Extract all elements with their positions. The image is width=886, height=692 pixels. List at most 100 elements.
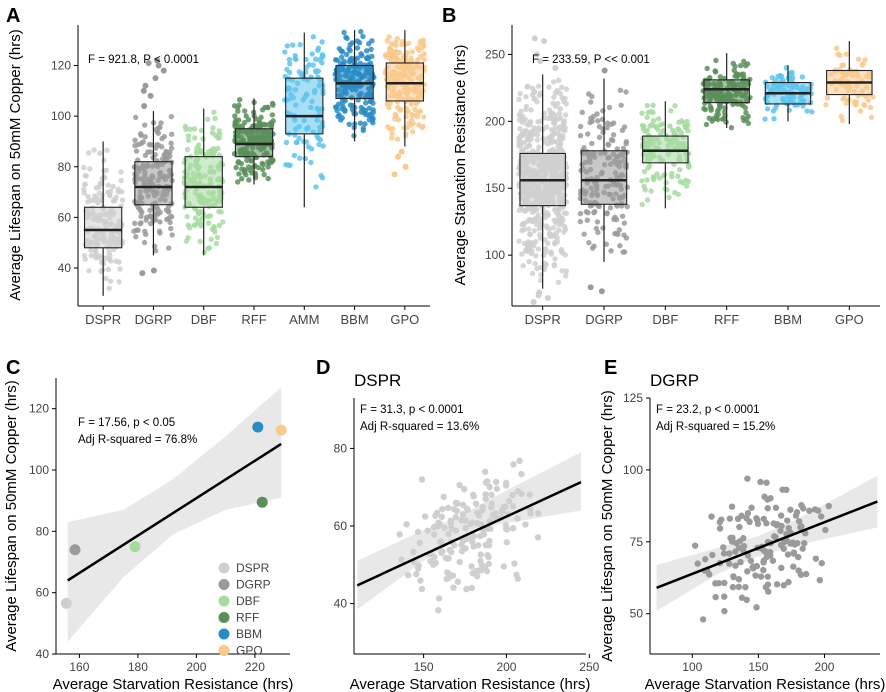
data-point — [234, 179, 241, 185]
regression-line — [356, 481, 582, 587]
data-point — [526, 133, 533, 139]
box-gpo — [382, 30, 427, 178]
data-point — [459, 501, 467, 509]
data-point — [231, 103, 238, 109]
data-point — [389, 135, 395, 141]
box-rect — [703, 79, 750, 104]
data-point — [475, 542, 482, 549]
data-point — [414, 528, 422, 536]
data-point — [551, 79, 557, 85]
data-point — [559, 250, 566, 256]
data-point — [607, 204, 614, 211]
data-point — [334, 107, 340, 114]
data-point — [480, 531, 488, 538]
outlier-point — [598, 288, 605, 295]
data-point — [686, 164, 692, 170]
data-point — [155, 142, 162, 148]
outlier-point — [552, 64, 559, 71]
data-point — [91, 193, 98, 199]
data-point — [187, 126, 193, 132]
data-point — [213, 240, 220, 247]
y-tick-label: 125 — [623, 391, 643, 405]
data-point — [520, 262, 526, 269]
data-point — [493, 485, 501, 492]
x-tick-label: DBF — [191, 312, 217, 327]
data-point — [741, 58, 747, 65]
data-point — [286, 56, 293, 63]
data-point — [470, 493, 477, 500]
data-point — [778, 73, 785, 80]
data-point — [394, 49, 401, 55]
data-point — [394, 104, 401, 111]
data-point — [641, 183, 647, 190]
data-point — [184, 213, 190, 220]
data-point — [577, 133, 584, 139]
data-point — [764, 106, 771, 112]
data-point — [527, 231, 534, 238]
box-dspr — [516, 35, 570, 305]
data-point — [509, 491, 516, 499]
data-point — [290, 42, 296, 48]
data-point — [800, 103, 806, 109]
data-point — [702, 106, 709, 113]
panel-B: B 100 150 200 250 Average Starvation Resistan… — [442, 5, 880, 327]
data-point — [212, 115, 218, 122]
data-point — [197, 147, 204, 153]
data-point — [462, 517, 469, 524]
data-point — [514, 488, 522, 495]
panel-title: DGRP — [650, 371, 699, 390]
data-point — [292, 52, 298, 59]
data-point — [214, 234, 221, 241]
data-point — [535, 127, 541, 134]
data-point — [742, 583, 749, 591]
data-point — [529, 148, 536, 154]
data-point — [672, 103, 678, 109]
box-rect — [184, 156, 223, 208]
data-point — [586, 239, 592, 246]
data-point — [675, 191, 682, 198]
data-point — [524, 206, 530, 213]
panel-A: A 40 60 80 100 120 Average Lifespan on 50mM Co… — [6, 5, 430, 327]
data-point — [748, 504, 755, 511]
data-point — [96, 253, 103, 259]
data-point — [347, 47, 353, 54]
data-point — [133, 148, 140, 154]
data-point — [543, 262, 549, 268]
data-point — [421, 51, 427, 57]
data-point — [131, 228, 137, 234]
data-point — [543, 124, 550, 130]
data-point — [468, 563, 475, 570]
data-point — [730, 573, 737, 580]
data-point — [388, 48, 395, 55]
x-tick-label: DGRP — [135, 312, 173, 327]
data-point — [608, 248, 614, 254]
data-point — [535, 147, 541, 154]
x-tick-label: RFF — [241, 312, 266, 327]
data-point — [106, 256, 113, 263]
data-point — [559, 268, 565, 274]
data-point — [297, 41, 303, 48]
data-point — [260, 166, 266, 173]
data-point — [554, 207, 561, 213]
data-point — [747, 557, 755, 565]
data-point — [367, 111, 373, 117]
data-point — [706, 115, 712, 121]
data-point — [450, 506, 458, 513]
data-point — [855, 56, 862, 62]
data-point — [772, 504, 780, 511]
data-point — [436, 520, 443, 527]
outlier-point — [402, 163, 409, 170]
data-point — [261, 121, 267, 128]
outlier-point — [544, 294, 551, 301]
data-point — [320, 53, 326, 60]
outlier-point — [160, 67, 167, 74]
x-tick-label: 150 — [414, 660, 434, 674]
data-point — [197, 238, 203, 245]
data-point — [527, 119, 534, 125]
data-point — [477, 551, 484, 558]
data-point — [339, 49, 346, 55]
box-bbm — [762, 65, 815, 122]
data-point — [294, 139, 300, 146]
data-point — [135, 227, 141, 233]
data-point — [107, 191, 113, 198]
